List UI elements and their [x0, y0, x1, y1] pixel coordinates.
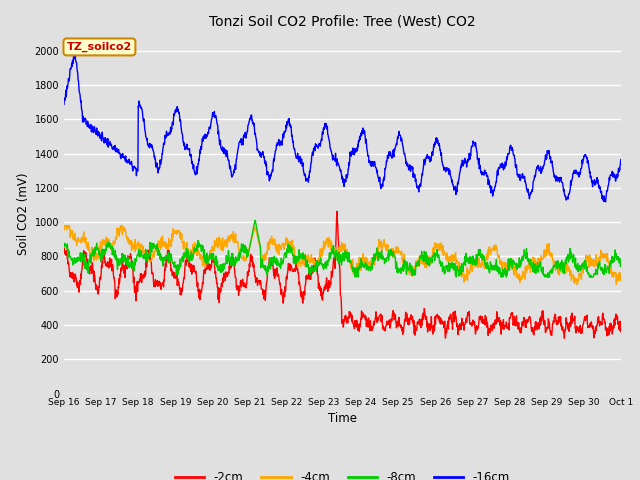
Title: Tonzi Soil CO2 Profile: Tree (West) CO2: Tonzi Soil CO2 Profile: Tree (West) CO2 [209, 14, 476, 28]
Y-axis label: Soil CO2 (mV): Soil CO2 (mV) [17, 172, 30, 255]
X-axis label: Time: Time [328, 412, 357, 425]
Text: TZ_soilco2: TZ_soilco2 [67, 42, 132, 52]
Legend: -2cm, -4cm, -8cm, -16cm: -2cm, -4cm, -8cm, -16cm [170, 466, 515, 480]
